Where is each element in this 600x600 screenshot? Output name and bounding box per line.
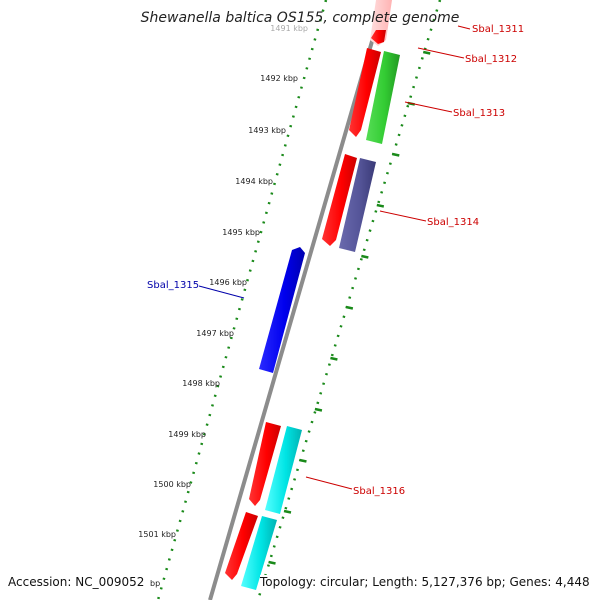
tick-mark	[422, 50, 431, 55]
gene-Sbal_1314-feature[interactable]	[339, 158, 376, 252]
tick-ring-inner	[156, 0, 328, 600]
gene-Sbal_1316[interactable]	[265, 426, 302, 514]
gene-Sbal_1312[interactable]	[349, 48, 381, 137]
leader-Sbal_1314	[379, 210, 427, 222]
tick-mark	[330, 356, 338, 361]
tick-label: 1492 kbp	[260, 74, 298, 83]
tick-label-partial-unit: bp	[150, 579, 160, 588]
tick-mark	[283, 509, 292, 514]
tick-label: 1500 kbp	[153, 480, 191, 489]
scale-labels: 1491 kbp 1492 kbp 1493 kbp 1494 kbp 1495…	[138, 24, 308, 588]
leader-Sbal_1315	[198, 285, 245, 299]
gene-label-Sbal_1313[interactable]: Sbal_1313	[453, 108, 505, 119]
gene-label-Sbal_1311[interactable]: Sbal_1311	[472, 24, 524, 35]
tick-mark	[345, 305, 354, 310]
leader-Sbal_1316	[305, 476, 353, 490]
tick-mark	[361, 254, 369, 259]
tick-label: 1498 kbp	[182, 379, 220, 388]
tick-label: 1491 kbp	[270, 24, 308, 33]
tick-mark	[299, 458, 307, 463]
tick-label: 1497 kbp	[196, 329, 234, 338]
gene-label-Sbal_1312[interactable]: Sbal_1312	[465, 54, 517, 65]
cyan-feature-next[interactable]	[241, 516, 277, 590]
cds-track	[225, 0, 392, 580]
gene-label-Sbal_1314[interactable]: Sbal_1314	[427, 217, 479, 228]
cds-gene-next[interactable]	[225, 512, 258, 580]
map-title: Shewanella baltica OS155, complete genom…	[141, 10, 460, 26]
gene-Sbal_1314[interactable]	[322, 154, 357, 246]
feature-track	[241, 51, 400, 590]
tick-label: 1499 kbp	[168, 430, 206, 439]
genome-stats: Topology: circular; Length: 5,127,376 bp…	[260, 575, 590, 589]
tick-label: 1493 kbp	[248, 126, 286, 135]
genome-backbone	[208, 0, 386, 600]
leader-Sbal_1311	[457, 25, 471, 30]
tick-label: 1496 kbp	[209, 278, 247, 287]
gene-Sbal_1311-tail[interactable]	[371, 30, 386, 44]
gene-labels: Sbal_1311 Sbal_1312 Sbal_1313 Sbal_1314 …	[147, 24, 524, 497]
tick-mark	[268, 560, 276, 565]
gene-Sbal_1316-cds[interactable]	[249, 422, 281, 506]
accession-label: Accession: NC_009052	[8, 575, 145, 589]
leader-Sbal_1312	[417, 47, 465, 59]
tick-mark	[392, 152, 400, 157]
tick-mark	[314, 407, 323, 412]
gene-Sbal_1315[interactable]	[259, 247, 305, 373]
tick-mark	[376, 203, 385, 208]
gene-label-Sbal_1315[interactable]: Sbal_1315	[147, 280, 199, 291]
tick-label: 1501 kbp	[138, 530, 176, 539]
leader-Sbal_1313	[404, 101, 453, 113]
gene-Sbal_1313[interactable]	[366, 51, 400, 144]
tick-label: 1494 kbp	[235, 177, 273, 186]
gene-leaders	[198, 25, 471, 490]
tick-label: 1495 kbp	[222, 228, 260, 237]
gene-label-Sbal_1316[interactable]: Sbal_1316	[353, 486, 405, 497]
